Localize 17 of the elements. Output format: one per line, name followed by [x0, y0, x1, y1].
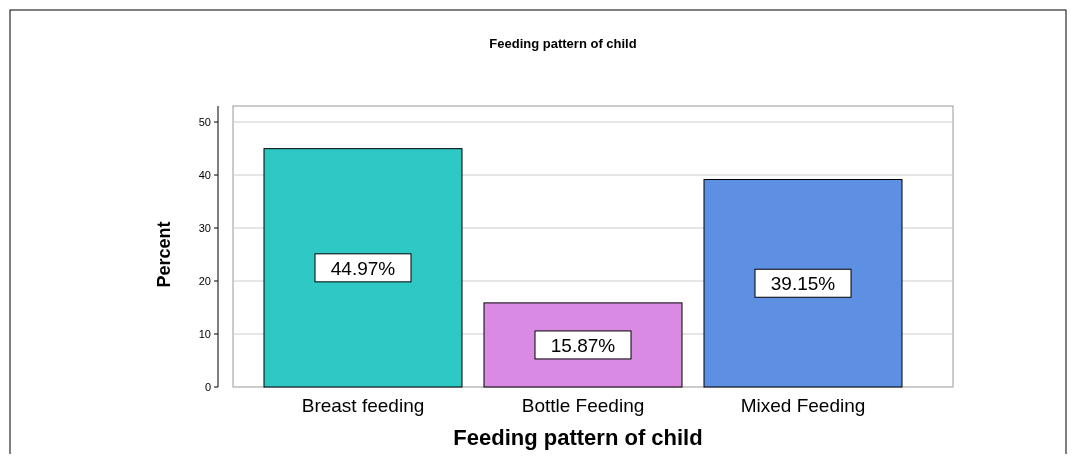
x-tick-label: Breast feeding — [301, 395, 425, 416]
x-axis-title: Feeding pattern of child — [453, 425, 703, 450]
data-label: 39.15% — [770, 273, 836, 295]
y-tick-label: 50 — [198, 116, 211, 128]
chart-title: Feeding pattern of child — [489, 36, 637, 51]
y-tick-label: 20 — [198, 275, 211, 287]
y-axis-title: Percent — [154, 221, 174, 288]
x-tick-label: Bottle Feeding — [521, 395, 645, 416]
bar — [703, 179, 903, 388]
y-tick-label: 40 — [198, 169, 211, 181]
data-label: 44.97% — [330, 257, 396, 279]
x-tick-label: Mixed Feeding — [740, 395, 866, 416]
bar — [263, 148, 463, 388]
y-tick-label: 30 — [198, 222, 211, 234]
y-tick-label: 10 — [198, 328, 211, 340]
data-label: 15.87% — [550, 334, 616, 356]
y-tick-label: 0 — [204, 381, 211, 393]
